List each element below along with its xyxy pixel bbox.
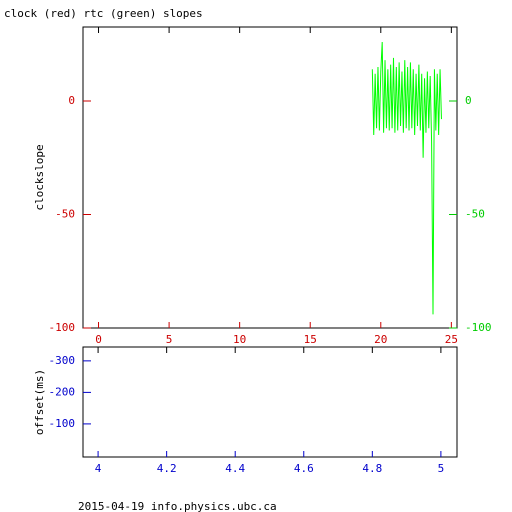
y2-tick-label: -50	[465, 208, 485, 221]
x-tick-label: 4.8	[362, 462, 382, 475]
y-tick-label: -300	[49, 354, 76, 367]
x-tick-label: 5	[438, 462, 445, 475]
plot-frame	[82, 346, 458, 458]
plot-frame	[82, 26, 458, 329]
x-tick-label: 4.4	[225, 462, 245, 475]
y2-tick-label: -100	[465, 321, 492, 334]
y-tick-label: -50	[55, 208, 75, 221]
chart-title: clock (red) rtc (green) slopes	[4, 7, 203, 20]
data-line	[371, 41, 442, 315]
y-axis-label: clockslope	[33, 144, 46, 210]
footer: 2015-04-19 info.physics.ubc.ca	[78, 500, 277, 512]
x-tick-label: 15	[304, 333, 317, 346]
x-tick-label: 0	[95, 333, 102, 346]
x-tick-label: 20	[374, 333, 387, 346]
y-tick-label: -100	[49, 417, 76, 430]
y-tick-label: 0	[68, 94, 75, 107]
x-tick-label: 10	[233, 333, 246, 346]
x-tick-label: 4	[95, 462, 102, 475]
y-tick-label: -200	[49, 385, 76, 398]
x-tick-label: 25	[445, 333, 458, 346]
x-tick-label: 5	[166, 333, 173, 346]
x-tick-label: 4.6	[294, 462, 314, 475]
y2-tick-label: 0	[465, 94, 472, 107]
y-tick-label: -100	[49, 321, 76, 334]
y-axis-label: offset(ms)	[33, 369, 46, 435]
x-tick-label: 4.2	[157, 462, 177, 475]
